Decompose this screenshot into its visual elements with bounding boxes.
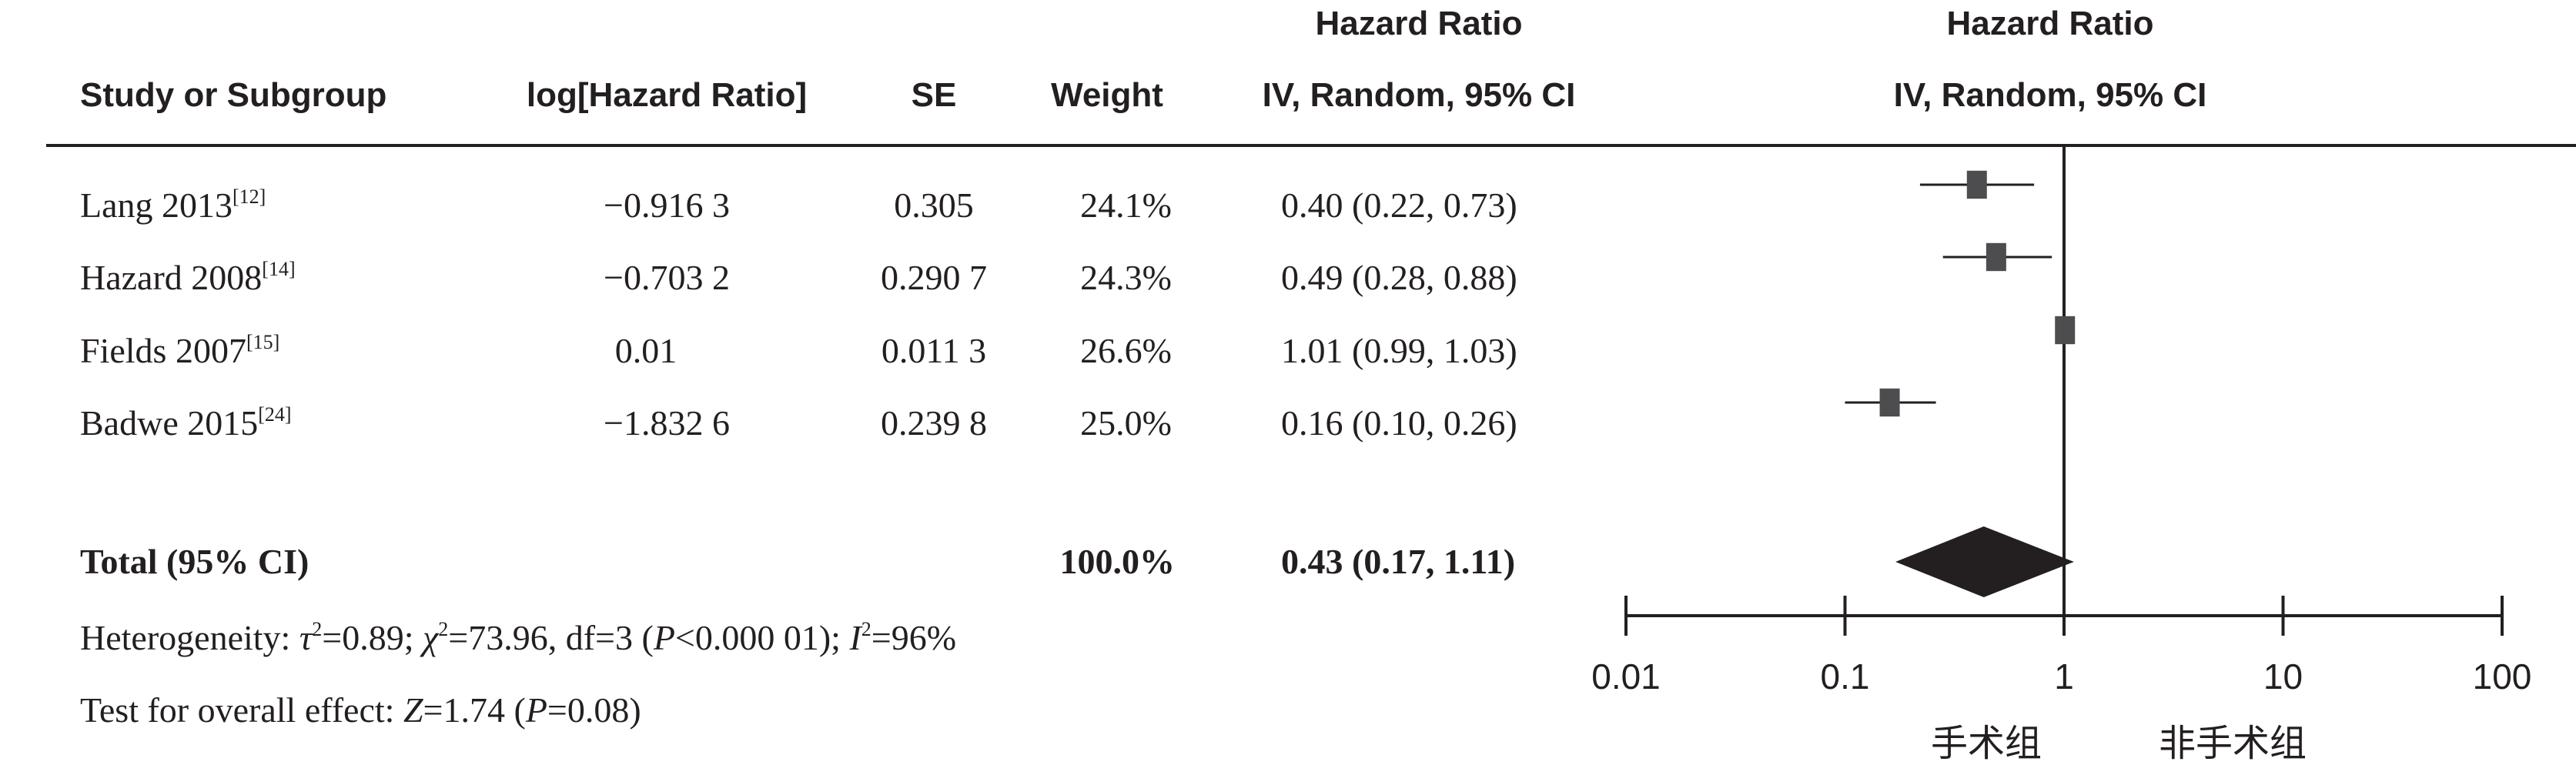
header-hr-method: IV, Random, 95% CI (1262, 76, 1576, 114)
total-weight: 100.0% (1059, 542, 1176, 581)
hr-ci-value: 0.49 (0.28, 0.88) (1281, 258, 1517, 297)
se-value: 0.239 8 (881, 403, 987, 443)
header-study: Study or Subgroup (80, 76, 387, 114)
hr-ci-value: 1.01 (0.99, 1.03) (1281, 331, 1517, 370)
header-se: SE (911, 76, 957, 114)
effect-marker (1986, 242, 2006, 272)
effect-marker (2055, 316, 2076, 345)
study-reference: [24] (258, 403, 292, 426)
se-value: 0.305 (894, 185, 974, 225)
weight-value: 24.1% (1080, 185, 1172, 225)
se-value: 0.290 7 (881, 258, 987, 297)
study-name: Fields 2007[15] (80, 330, 280, 370)
log-hr-value: −0.916 3 (604, 185, 730, 225)
effect-marker (1966, 170, 1987, 199)
effect-marker (1879, 388, 1900, 417)
log-hr-value: −0.703 2 (604, 258, 730, 297)
header-rule (46, 144, 2576, 147)
hr-ci-value: 0.16 (0.10, 0.26) (1281, 403, 1517, 443)
x-tick-label: 10 (2263, 656, 2303, 697)
total-hr-ci: 0.43 (0.17, 1.11) (1281, 542, 1516, 581)
study-name: Hazard 2008[14] (80, 257, 296, 297)
plot-method: IV, Random, 95% CI (1893, 76, 2207, 114)
total-label: Total (95% CI) (80, 542, 309, 581)
study-reference: [12] (233, 185, 266, 208)
overall-effect-text: Test for overall effect: Z=1.74 (P=0.08) (80, 690, 641, 730)
weight-value: 26.6% (1080, 331, 1172, 370)
hr-column-title: Hazard Ratio (1315, 5, 1523, 42)
se-value: 0.011 3 (881, 331, 987, 370)
study-name: Badwe 2015[24] (80, 403, 292, 443)
x-tick-label: 0.1 (1821, 656, 1870, 697)
favors-left-label: 手术组 (1931, 722, 2042, 765)
log-hr-value: −1.832 6 (604, 403, 730, 443)
header-log-hr: log[Hazard Ratio] (526, 76, 808, 114)
plot-title: Hazard Ratio (1946, 5, 2154, 42)
weight-value: 25.0% (1080, 403, 1172, 443)
study-reference: [15] (246, 330, 280, 353)
study-reference: [14] (262, 257, 296, 280)
x-tick-label: 0.01 (1591, 656, 1661, 697)
log-hr-value: 0.01 (614, 331, 677, 370)
hr-ci-value: 0.40 (0.22, 0.73) (1281, 185, 1517, 225)
pooled-effect-diamond (1895, 526, 2074, 597)
weight-value: 24.3% (1080, 258, 1172, 297)
study-name: Lang 2013[12] (80, 185, 266, 225)
header-weight: Weight (1051, 76, 1163, 114)
favors-right-label: 非手术组 (2159, 722, 2307, 765)
x-tick-label: 100 (2473, 656, 2532, 697)
x-tick-label: 1 (2054, 656, 2074, 697)
heterogeneity-text: Heterogeneity: τ2=0.89; χ2=73.96, df=3 (… (80, 617, 957, 657)
